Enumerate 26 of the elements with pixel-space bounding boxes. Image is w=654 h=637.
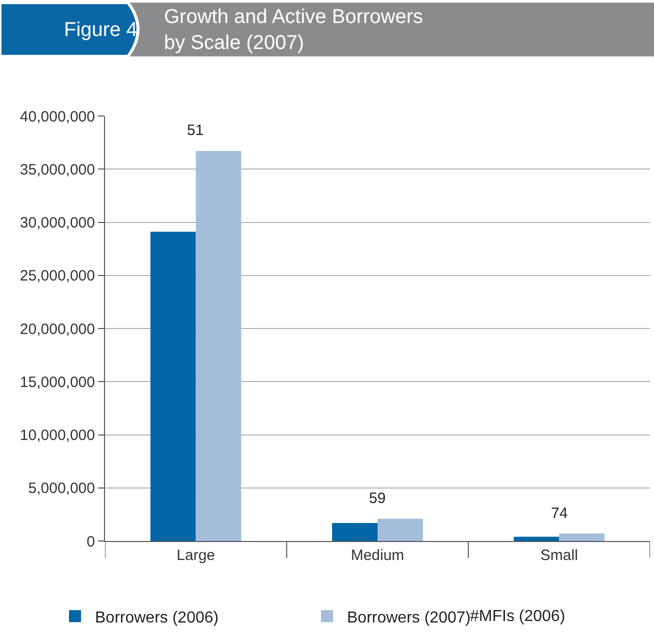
- annotation: 74: [551, 505, 568, 522]
- x-tick-label: Large: [176, 547, 216, 564]
- chart-title: Growth and Active Borrowers by Scale (2007): [164, 6, 423, 54]
- bar: [378, 518, 423, 541]
- bar: [196, 151, 242, 541]
- bar: [514, 536, 560, 541]
- y-tick-label: 25,000,000: [20, 268, 95, 285]
- y-tick-label: 5,000,000: [28, 480, 95, 498]
- y-tick-label: 35,000,000: [20, 161, 95, 178]
- y-tick-label: 10,000,000: [20, 427, 95, 444]
- legend-label: Borrowers (2007): [347, 609, 471, 626]
- caption: Figure 4: [64, 19, 138, 41]
- x-tick-label: Small: [540, 547, 578, 564]
- y-tick-label: 40,000,000: [20, 108, 95, 126]
- text: #MFIs (2006): [470, 608, 566, 625]
- bar: [332, 522, 378, 541]
- y-tick-label: 0: [86, 533, 95, 550]
- annotation: 59: [369, 490, 386, 507]
- bar: [150, 232, 196, 541]
- y-tick-label: 20,000,000: [20, 320, 95, 338]
- y-tick-label: 30,000,000: [20, 214, 95, 232]
- x-tick-label: Medium: [350, 547, 404, 564]
- legend-label: Borrowers (2006): [95, 609, 219, 626]
- annotation: 51: [187, 122, 204, 139]
- y-tick-label: 15,000,000: [20, 374, 95, 391]
- bar: [559, 534, 605, 541]
